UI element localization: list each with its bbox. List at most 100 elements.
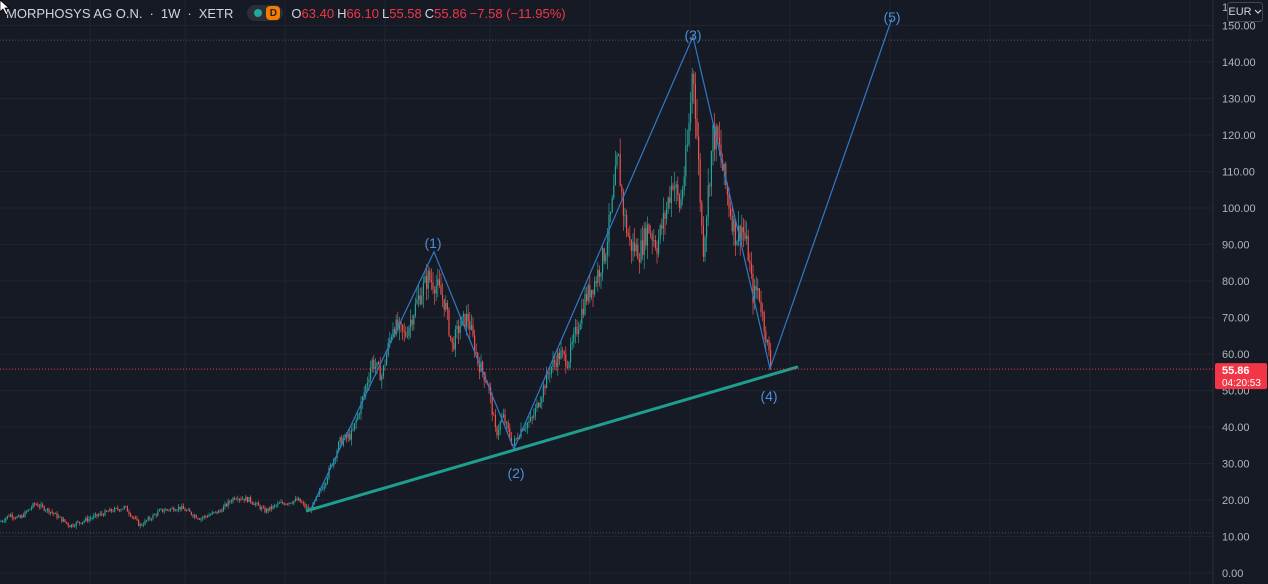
candle-body	[162, 509, 164, 512]
candle-body	[99, 513, 101, 515]
candle-body	[770, 350, 772, 368]
candle-body	[355, 419, 357, 424]
candle-body	[678, 195, 680, 208]
candle-body	[202, 517, 204, 519]
candle-body	[638, 259, 640, 263]
candle-body	[680, 199, 682, 208]
candle-body	[133, 516, 135, 519]
candle-body	[46, 508, 48, 511]
candle-body	[525, 427, 527, 429]
candle-body	[682, 190, 684, 200]
candle-body	[414, 303, 416, 316]
candle-body	[142, 524, 144, 526]
candle-body	[227, 500, 229, 506]
candle-body	[728, 194, 730, 209]
wave-label: (5)	[883, 9, 900, 25]
wave-labels: (1) (2) (3) (4) (5)	[424, 9, 900, 481]
close-label: C	[424, 5, 435, 21]
candle-body	[115, 507, 117, 509]
candle-body	[323, 485, 325, 489]
candle-body	[590, 289, 592, 298]
candle-body	[675, 184, 677, 188]
candle-body	[206, 516, 208, 518]
candle-body	[74, 526, 76, 528]
delayed-data-badge[interactable]: D	[266, 6, 281, 20]
candle-body	[190, 511, 192, 515]
candle-body	[614, 165, 616, 186]
price-axis[interactable]: 0.0010.0020.0030.0040.0050.0060.0070.008…	[1212, 0, 1268, 584]
candle-body	[42, 504, 44, 507]
price-tick-label: 0.00	[1222, 568, 1243, 580]
candle-body	[419, 295, 421, 304]
candle-body	[440, 285, 442, 295]
candle-body	[8, 515, 10, 517]
candle-body	[83, 520, 85, 522]
candle-body	[320, 489, 322, 491]
candle-body	[627, 232, 629, 237]
candle-body	[30, 507, 32, 509]
price-tick-label: 70.00	[1222, 313, 1250, 325]
candle-body	[405, 331, 407, 337]
symbol-name[interactable]: MORPHOSYS AG O.N.	[6, 5, 143, 21]
candle-body	[138, 519, 140, 526]
candle-body	[666, 208, 668, 219]
candle-body	[58, 516, 60, 518]
candle-body	[278, 503, 280, 504]
candle-body	[467, 313, 469, 322]
candle-body	[702, 225, 704, 257]
candle-body	[413, 315, 415, 325]
candle-body	[560, 350, 562, 359]
candle-body	[438, 279, 440, 286]
candle-body	[650, 233, 652, 235]
interval-label[interactable]: 1W	[160, 5, 181, 21]
candle-body	[499, 422, 501, 431]
candle-body	[594, 281, 596, 295]
candle-body	[749, 260, 751, 264]
candle-body	[160, 509, 162, 510]
candle-body	[102, 514, 104, 516]
currency-button[interactable]: EUR	[1227, 2, 1263, 22]
candle-body	[210, 514, 212, 516]
candle-body	[400, 322, 402, 325]
candle-body	[642, 240, 644, 255]
candle-body	[651, 234, 653, 241]
candle-body	[550, 366, 552, 374]
candle-body	[664, 213, 666, 219]
candle-body	[624, 214, 626, 216]
candle-body	[91, 517, 93, 519]
candle-body	[117, 507, 119, 510]
trend-line[interactable]	[305, 365, 799, 513]
candle-body	[389, 338, 391, 343]
candle-body	[349, 434, 351, 440]
candle-body	[507, 422, 509, 429]
candle-body	[43, 506, 45, 511]
horizontal-lines	[0, 39, 1213, 534]
candle-body	[165, 509, 167, 511]
candle-body	[136, 518, 138, 520]
candle-body	[730, 208, 732, 216]
candle-body	[573, 333, 575, 342]
candle-body	[45, 510, 47, 512]
candle-body	[174, 510, 176, 512]
candle-body	[746, 235, 748, 239]
candle-body	[176, 509, 178, 511]
candle-body	[741, 227, 743, 241]
elliott-wave-lines	[309, 18, 893, 512]
candle-body	[238, 498, 240, 500]
candle-body	[296, 498, 298, 501]
market-status-badges[interactable]: D	[247, 5, 284, 21]
wave-path[interactable]	[309, 18, 893, 512]
candle-body	[304, 503, 306, 508]
candle-body	[256, 502, 258, 504]
candle-body	[760, 301, 762, 313]
candle-body	[699, 159, 701, 203]
candle-body	[62, 519, 64, 522]
candle-body	[34, 503, 36, 505]
candle-body	[656, 247, 658, 254]
candle-body	[234, 497, 236, 500]
candle-body	[112, 511, 114, 512]
candle-body	[718, 137, 720, 145]
candle-body	[338, 441, 340, 451]
chevron-down-icon	[1254, 9, 1262, 14]
